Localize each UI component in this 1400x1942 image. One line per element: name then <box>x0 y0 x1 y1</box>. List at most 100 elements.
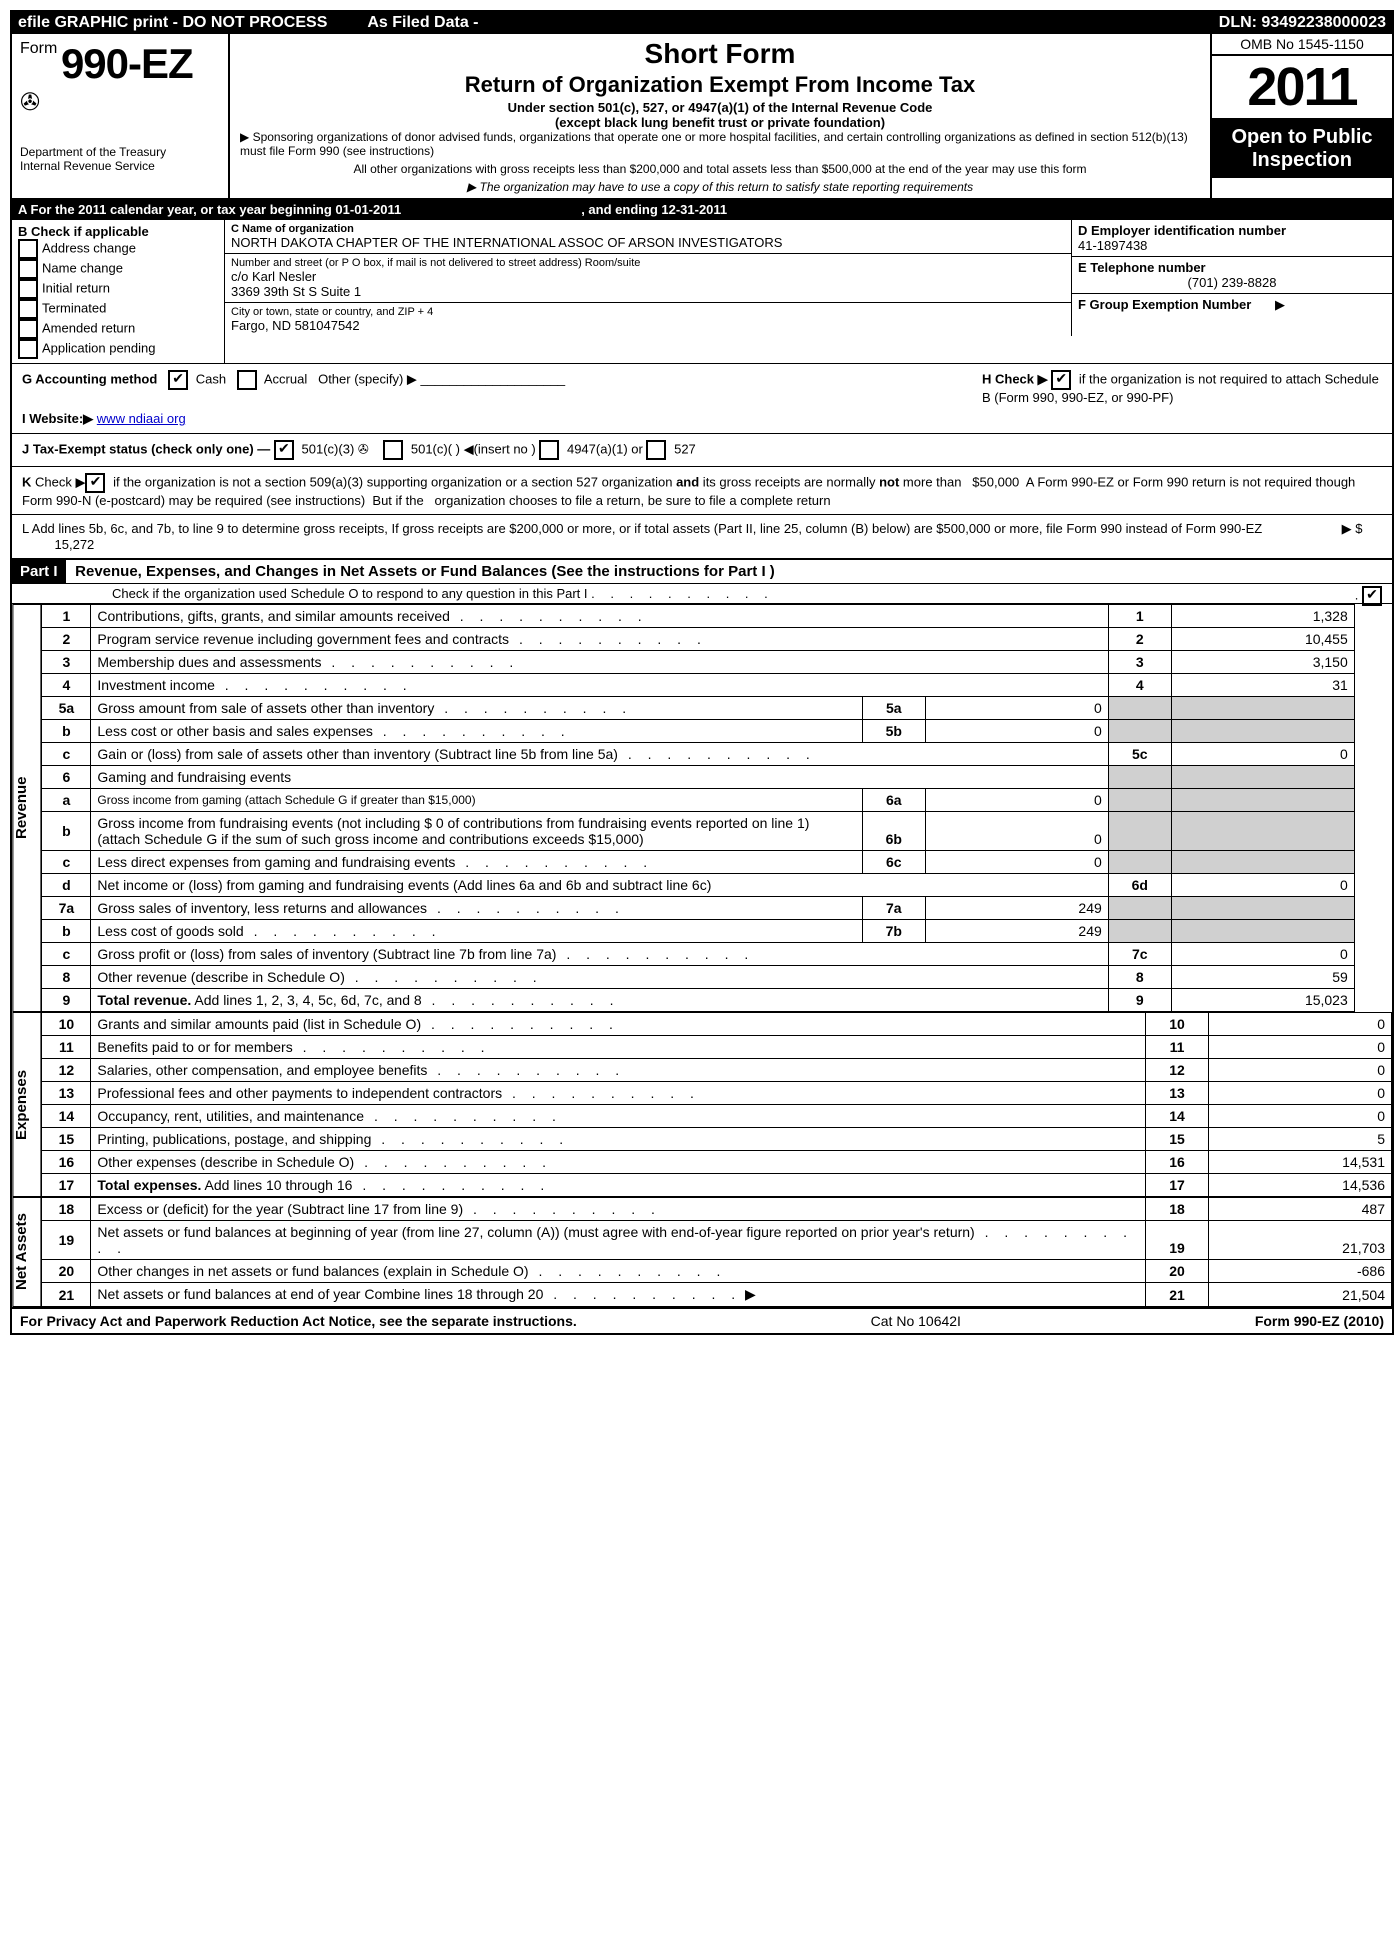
inner-v: 249 <box>925 897 1108 920</box>
box-n: 14 <box>1146 1105 1209 1128</box>
box-n: 3 <box>1108 651 1171 674</box>
header-left: Form 990-EZ ✇ Department of the Treasury… <box>12 34 230 198</box>
sec-i: I Website:▶ www ndiaai org <box>12 411 1392 433</box>
ln: 9 <box>42 989 91 1012</box>
box-n: 12 <box>1146 1059 1209 1082</box>
shade <box>1108 812 1171 851</box>
ln: 1 <box>42 605 91 628</box>
page-footer: For Privacy Act and Paperwork Reduction … <box>12 1307 1392 1333</box>
shade <box>1171 851 1354 874</box>
desc: Benefits paid to or for members <box>97 1039 292 1055</box>
open-public: Open to Public Inspection <box>1212 120 1392 178</box>
checkbox[interactable] <box>18 339 38 359</box>
inner-v: 249 <box>925 920 1108 943</box>
chk-pending: Application pending <box>18 339 218 359</box>
sec-gh: G Accounting method Cash Accrual Other (… <box>12 363 1392 411</box>
part1-check: Check if the organization used Schedule … <box>12 583 1392 603</box>
inner-n: 6b <box>862 812 925 851</box>
form-page: efile GRAPHIC print - DO NOT PROCESS As … <box>10 10 1394 1335</box>
desc: Contributions, gifts, grants, and simila… <box>97 608 450 624</box>
ln: 19 <box>42 1221 91 1260</box>
desc: Less cost or other basis and sales expen… <box>97 723 373 739</box>
form-number: Form 990-EZ <box>20 40 220 88</box>
desc: Program service revenue including govern… <box>97 631 509 647</box>
box-n: 8 <box>1108 966 1171 989</box>
desc: Gross income from gaming (attach Schedul… <box>97 793 475 807</box>
chk-4947[interactable] <box>539 440 559 460</box>
desc: Excess or (deficit) for the year (Subtra… <box>97 1201 463 1217</box>
header-center: Short Form Return of Organization Exempt… <box>230 34 1210 198</box>
checkbox-accrual[interactable] <box>237 370 257 390</box>
ln: 7a <box>42 897 91 920</box>
box-n: 11 <box>1146 1036 1209 1059</box>
chk-initial: Initial return <box>18 279 218 299</box>
checkbox[interactable] <box>18 319 38 339</box>
ln: 18 <box>42 1198 91 1221</box>
ein: 41-1897438 <box>1078 238 1386 253</box>
footer-right: Form 990-EZ (2010) <box>1255 1313 1384 1329</box>
side-revenue: Revenue <box>12 604 41 1012</box>
checkbox[interactable] <box>18 259 38 279</box>
box-n: 13 <box>1146 1082 1209 1105</box>
inner-n: 7a <box>862 897 925 920</box>
ln: 5a <box>42 697 91 720</box>
chk-address: Address change <box>18 239 218 259</box>
open2: Inspection <box>1212 149 1392 172</box>
e-label: E Telephone number <box>1078 260 1386 275</box>
part1-label: Part I <box>12 560 66 583</box>
shade <box>1171 897 1354 920</box>
revenue-table: 1 Contributions, gifts, grants, and simil… <box>41 604 1354 1012</box>
checkbox[interactable] <box>18 239 38 259</box>
phone: (701) 239-8828 <box>1078 275 1386 290</box>
box-n: 2 <box>1108 628 1171 651</box>
omb: OMB No 1545-1150 <box>1212 34 1392 56</box>
box-v: 10,455 <box>1171 628 1354 651</box>
box-n: 15 <box>1146 1128 1209 1151</box>
box-n: 4 <box>1108 674 1171 697</box>
box-v: 3,150 <box>1171 651 1354 674</box>
sec-a: A For the 2011 calendar year, or tax yea… <box>12 200 1392 220</box>
box-n: 7c <box>1108 943 1171 966</box>
chk-501c[interactable] <box>383 440 403 460</box>
box-v: 0 <box>1171 943 1354 966</box>
checkbox[interactable] <box>18 279 38 299</box>
ln: b <box>42 920 91 943</box>
checkbox-h[interactable] <box>1051 370 1071 390</box>
box-v: 0 <box>1209 1013 1392 1036</box>
inner-v: 0 <box>925 720 1108 743</box>
desc: Grants and similar amounts paid (list in… <box>97 1016 421 1032</box>
shade <box>1108 789 1171 812</box>
footer-mid: Cat No 10642I <box>577 1313 1255 1329</box>
org-name: NORTH DAKOTA CHAPTER OF THE INTERNATIONA… <box>231 235 1065 250</box>
entity-block: B Check if applicable Address change Nam… <box>12 220 1392 363</box>
chk-501c3[interactable] <box>274 440 294 460</box>
desc: Gross amount from sale of assets other t… <box>97 700 434 716</box>
ln: 13 <box>42 1082 91 1105</box>
shade <box>1171 720 1354 743</box>
topbar-right: DLN: 93492238000023 <box>1219 14 1386 32</box>
inner-n: 5a <box>862 697 925 720</box>
ln: 4 <box>42 674 91 697</box>
paren: (except black lung benefit trust or priv… <box>240 115 1200 130</box>
box-n: 16 <box>1146 1151 1209 1174</box>
chk-527[interactable] <box>646 440 666 460</box>
website-link[interactable]: www ndiaai org <box>97 411 186 426</box>
city: Fargo, ND 581047542 <box>231 318 1065 333</box>
shade <box>1171 789 1354 812</box>
ln: 10 <box>42 1013 91 1036</box>
j-d: 527 <box>674 441 696 456</box>
chk-k[interactable] <box>85 473 105 493</box>
box-v: 14,531 <box>1209 1151 1392 1174</box>
chk-part1[interactable] <box>1362 586 1382 606</box>
inner-n: 7b <box>862 920 925 943</box>
sec-k: K Check ▶ K Check ▶ if the organization … <box>12 467 1392 514</box>
header: Form 990-EZ ✇ Department of the Treasury… <box>12 34 1392 200</box>
checkbox-cash[interactable] <box>168 370 188 390</box>
f-label: F Group Exemption Number <box>1078 297 1251 312</box>
expenses-table: 10 Grants and similar amounts paid (list … <box>41 1012 1392 1197</box>
ln: 2 <box>42 628 91 651</box>
box-v: 0 <box>1209 1082 1392 1105</box>
desc: Gain or (loss) from sale of assets other… <box>97 746 618 762</box>
box-v: 21,703 <box>1209 1221 1392 1260</box>
checkbox[interactable] <box>18 299 38 319</box>
